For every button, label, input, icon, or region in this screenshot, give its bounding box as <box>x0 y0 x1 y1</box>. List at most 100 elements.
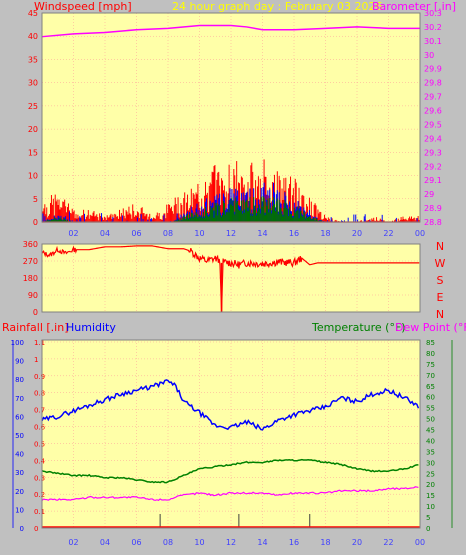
wind-left-tick: 20 <box>28 125 38 134</box>
humidity-tick: 90 <box>15 358 24 366</box>
humidity-tick: 60 <box>15 413 24 421</box>
wind-left-tick: 25 <box>28 102 38 111</box>
barometer-right-tick: 29.8 <box>424 79 442 88</box>
wind-average-series <box>45 196 323 222</box>
temp-x-tick: 16 <box>289 538 299 547</box>
rainfall-tick: 0.3 <box>34 474 45 482</box>
humidity-tick: 100 <box>11 339 24 347</box>
humidity-tick: 40 <box>15 451 24 459</box>
direction-left-tick: 270 <box>23 257 38 266</box>
barometer-right-tick: 30.3 <box>424 9 442 18</box>
direction-left-tick: 0 <box>33 308 38 317</box>
barometer-label: Barometer [.in] <box>372 0 456 13</box>
humidity-tick: 10 <box>15 506 24 514</box>
barometer-right-tick: 29.9 <box>424 65 442 74</box>
rainfall-tick: 0.1 <box>34 508 45 516</box>
humidity-tick: 0 <box>20 525 24 533</box>
temperature-tick: 0 <box>426 525 430 533</box>
compass-label: N <box>436 308 444 321</box>
temp-x-tick: 04 <box>100 538 110 547</box>
barometer-right-tick: 28.8 <box>424 218 442 227</box>
temperature-tick: 45 <box>426 427 435 435</box>
wind-x-tick: 04 <box>100 229 110 238</box>
temp-plot-frame <box>41 339 421 529</box>
temperature-tick: 85 <box>426 339 435 347</box>
direction-left-tick: 180 <box>23 274 38 283</box>
wind-x-tick: 12 <box>226 229 236 238</box>
dewpoint-line <box>41 486 419 501</box>
wind-x-tick: 10 <box>194 229 204 238</box>
humidity-label: Humidity <box>66 321 116 334</box>
temp-x-tick: 10 <box>194 538 204 547</box>
wind-left-tick: 10 <box>28 172 38 181</box>
wind-direction-line <box>41 245 420 313</box>
humidity-tick: 80 <box>15 376 24 384</box>
barometer-right-tick: 29.7 <box>424 93 442 102</box>
temperature-tick: 35 <box>426 448 435 456</box>
direction-left-tick: 90 <box>28 291 38 300</box>
temperature-tick: 25 <box>426 470 435 478</box>
wind-x-tick: 14 <box>257 229 267 238</box>
temperature-tick: 55 <box>426 405 435 413</box>
humidity-tick: 20 <box>15 488 24 496</box>
temperature-tick: 5 <box>426 514 430 522</box>
temp-x-tick: 00 <box>415 538 425 547</box>
wind-left-tick: 15 <box>28 148 38 157</box>
wind-left-tick: 0 <box>33 218 38 227</box>
temperature-tick: 30 <box>426 459 435 467</box>
dewpoint-label: Dew Point (°F) <box>395 321 466 334</box>
temp-x-tick: 08 <box>163 538 173 547</box>
wind-x-tick: 06 <box>131 229 141 238</box>
temperature-tick: 10 <box>426 503 435 511</box>
humidity-tick: 30 <box>15 469 24 477</box>
temp-x-tick: 14 <box>257 538 267 547</box>
temperature-tick: 15 <box>426 492 435 500</box>
temperature-label: Temperature (°F) <box>311 321 406 334</box>
rainfall-tick: 0.9 <box>34 373 45 381</box>
rainfall-tick: 1 <box>34 356 38 364</box>
rainfall-tick: 0.5 <box>34 440 45 448</box>
barometer-right-tick: 29.6 <box>424 107 442 116</box>
temperature-tick: 80 <box>426 350 435 358</box>
wind-plot-frame <box>41 12 421 223</box>
compass-label: E <box>437 291 444 304</box>
rainfall-tick: 1.1 <box>34 339 45 347</box>
temp-x-tick: 12 <box>226 538 236 547</box>
temperature-tick: 40 <box>426 437 435 445</box>
temperature-line <box>41 458 419 484</box>
wind-x-tick: 00 <box>415 229 425 238</box>
wind-left-tick: 40 <box>28 32 38 41</box>
wind-left-tick: 30 <box>28 79 38 88</box>
barometer-right-tick: 30.2 <box>424 23 442 32</box>
graph-title: 24 hour graph day : February 03 2026 <box>172 0 383 13</box>
temperature-tick: 60 <box>426 394 435 402</box>
wind-x-tick: 18 <box>320 229 330 238</box>
temp-x-tick: 06 <box>131 538 141 547</box>
direction-left-tick: 360 <box>23 240 38 249</box>
wind-x-tick: 08 <box>163 229 173 238</box>
barometer-right-tick: 29.2 <box>424 162 442 171</box>
temp-x-tick: 02 <box>68 538 78 547</box>
rainfall-tick: 0.7 <box>34 407 45 415</box>
windspeed-label: Windspeed [mph] <box>34 0 132 13</box>
compass-label: N <box>436 240 444 253</box>
wind-left-tick: 45 <box>28 9 38 18</box>
rainfall-tick: 0.4 <box>34 457 46 465</box>
humidity-tick: 50 <box>15 432 24 440</box>
temperature-tick: 70 <box>426 372 435 380</box>
rainfall-tick: 0.8 <box>34 390 45 398</box>
wind-x-tick: 02 <box>68 229 78 238</box>
wind-x-tick: 20 <box>352 229 362 238</box>
barometer-right-tick: 29.3 <box>424 148 442 157</box>
temp-x-tick: 22 <box>383 538 393 547</box>
humidity-line <box>41 379 420 431</box>
temperature-tick: 50 <box>426 416 435 424</box>
rainfall-tick: 0.6 <box>34 424 46 432</box>
temperature-tick: 20 <box>426 481 435 489</box>
barometer-line <box>41 24 420 38</box>
temperature-tick: 65 <box>426 383 435 391</box>
barometer-right-tick: 30.1 <box>424 37 442 46</box>
rainfall-label: Rainfall [.in] <box>2 321 69 334</box>
direction-plot-frame <box>41 243 421 313</box>
rainfall-tick: 0.2 <box>34 491 45 499</box>
